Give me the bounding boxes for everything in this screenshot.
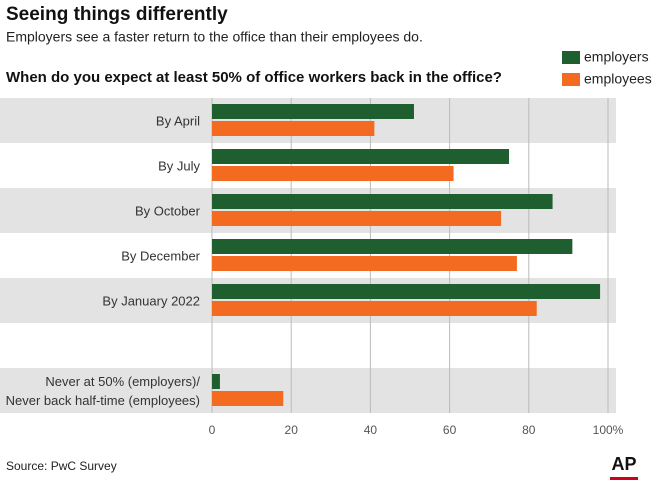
category-label: Never at 50% (employers)/ Never back hal… xyxy=(5,373,200,408)
bar xyxy=(212,391,284,406)
legend-swatch xyxy=(562,51,580,64)
bar xyxy=(212,149,509,164)
x-tick-label: 60 xyxy=(443,423,457,437)
bar xyxy=(212,284,601,299)
category-label: By April xyxy=(155,113,200,128)
bar xyxy=(212,239,573,254)
bar xyxy=(212,194,553,209)
x-tick-label: 20 xyxy=(285,423,299,437)
bar xyxy=(212,256,517,271)
chart-subtitle: Employers see a faster return to the off… xyxy=(6,29,423,45)
category-label: By October xyxy=(134,203,200,218)
band xyxy=(0,368,616,413)
legend-label: employers xyxy=(584,49,649,65)
bar xyxy=(212,211,502,226)
chart-title: Seeing things differently xyxy=(6,4,228,25)
source: Source: PwC Survey xyxy=(6,459,117,473)
x-tick-label: 100% xyxy=(593,423,624,437)
bar xyxy=(212,374,220,389)
x-tick-label: 0 xyxy=(209,423,216,437)
logo: AP xyxy=(611,454,636,474)
category-label: By July xyxy=(158,158,200,173)
bar xyxy=(212,301,537,316)
x-tick-label: 80 xyxy=(522,423,536,437)
question: When do you expect at least 50% of offic… xyxy=(6,69,502,86)
category-label: By December xyxy=(121,248,200,263)
logo-underline xyxy=(610,477,638,480)
legend-swatch xyxy=(562,73,580,86)
bar xyxy=(212,166,454,181)
x-tick-label: 40 xyxy=(364,423,378,437)
category-label: By January 2022 xyxy=(102,293,200,308)
bar xyxy=(212,121,375,136)
legend-label: employees xyxy=(584,71,652,87)
bar xyxy=(212,104,414,119)
